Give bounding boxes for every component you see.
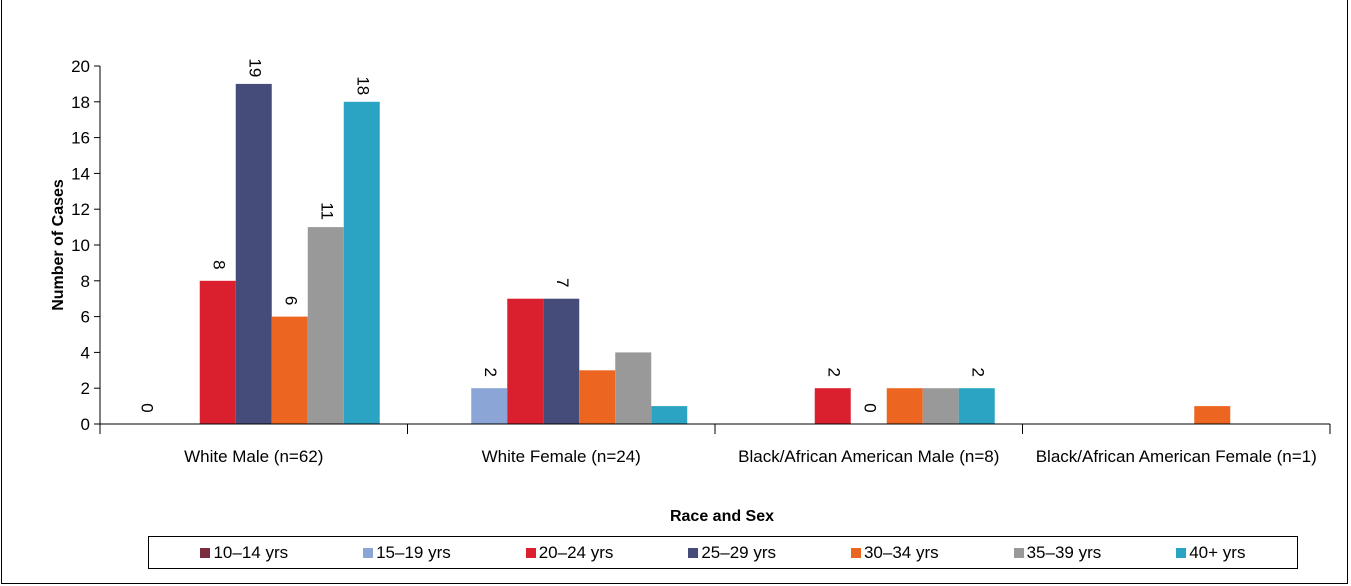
bar — [579, 370, 616, 424]
y-tick-label: 8 — [81, 272, 90, 291]
data-label: 2 — [481, 367, 500, 376]
bar — [814, 388, 851, 424]
legend-item: 25–29 yrs — [688, 543, 776, 563]
legend-label: 10–14 yrs — [213, 542, 289, 562]
legend-item: 35–39 yrs — [1013, 542, 1102, 563]
legend-swatch — [525, 547, 536, 558]
y-tick-label: 0 — [81, 415, 90, 434]
y-axis-title: Number of Cases — [50, 179, 67, 311]
legend-label: 20–24 yrs — [538, 542, 614, 562]
legend-swatch — [1176, 547, 1187, 558]
legend-swatch — [688, 547, 699, 558]
category-label: White Female (n=24) — [482, 447, 641, 466]
legend-label: 15–19 yrs — [376, 542, 451, 562]
y-tick-label: 2 — [81, 379, 90, 398]
y-tick-label: 12 — [71, 200, 90, 219]
legend-label: 40+ yrs — [1189, 542, 1246, 562]
y-tick-label: 18 — [71, 93, 90, 112]
data-label: 19 — [245, 58, 264, 77]
data-label: 7 — [553, 278, 572, 287]
data-label: 18 — [353, 76, 372, 95]
y-tick-label: 4 — [81, 343, 90, 362]
bar — [507, 298, 544, 424]
bar — [235, 83, 272, 425]
bar — [471, 388, 508, 424]
data-label: 0 — [860, 403, 879, 412]
legend-swatch — [1013, 547, 1024, 558]
y-tick-label: 14 — [71, 164, 90, 183]
bar — [1194, 406, 1231, 424]
y-tick-label: 10 — [71, 236, 90, 255]
data-label: 2 — [824, 367, 843, 376]
data-label: 11 — [317, 202, 336, 220]
category-label: Black/African American Female (n=1) — [1036, 447, 1317, 466]
bar — [343, 101, 380, 425]
legend-label: 30–34 yrs — [863, 542, 939, 562]
category-label: White Male (n=62) — [184, 447, 323, 466]
legend-label: 35–39 yrs — [1026, 542, 1102, 562]
bar — [543, 298, 580, 424]
bar — [307, 227, 344, 424]
bar — [271, 316, 308, 424]
y-tick-label: 20 — [71, 57, 90, 76]
x-axis-title: Race and Sex — [670, 508, 774, 525]
legend-swatch — [850, 547, 861, 558]
bar — [199, 280, 236, 424]
y-tick-label: 16 — [71, 129, 90, 148]
data-label: 2 — [968, 367, 987, 376]
legend-item: 10–14 yrs — [200, 543, 288, 563]
legend-item: 40+ yrs — [1176, 543, 1245, 563]
legend-item: 15–19 yrs — [363, 543, 451, 563]
bar — [615, 352, 652, 424]
legend: 10–14 yrs 15–19 yrs 20–24 yrs 25–29 yrs 30–3… — [148, 536, 1298, 569]
legend-swatch — [363, 547, 374, 558]
bar — [958, 388, 995, 424]
data-label: 8 — [209, 260, 228, 269]
legend-item: 20–24 yrs — [525, 542, 614, 563]
y-tick-label: 6 — [81, 308, 90, 327]
bar — [886, 388, 923, 424]
legend-item: 30–34 yrs — [850, 542, 939, 563]
data-label: 0 — [137, 403, 156, 412]
legend-swatch — [200, 547, 211, 558]
legend-label: 25–29 yrs — [701, 542, 777, 562]
data-label: 6 — [281, 296, 300, 305]
bar — [922, 388, 959, 424]
bar — [651, 406, 688, 424]
category-label: Black/African American Male (n=8) — [738, 447, 999, 466]
